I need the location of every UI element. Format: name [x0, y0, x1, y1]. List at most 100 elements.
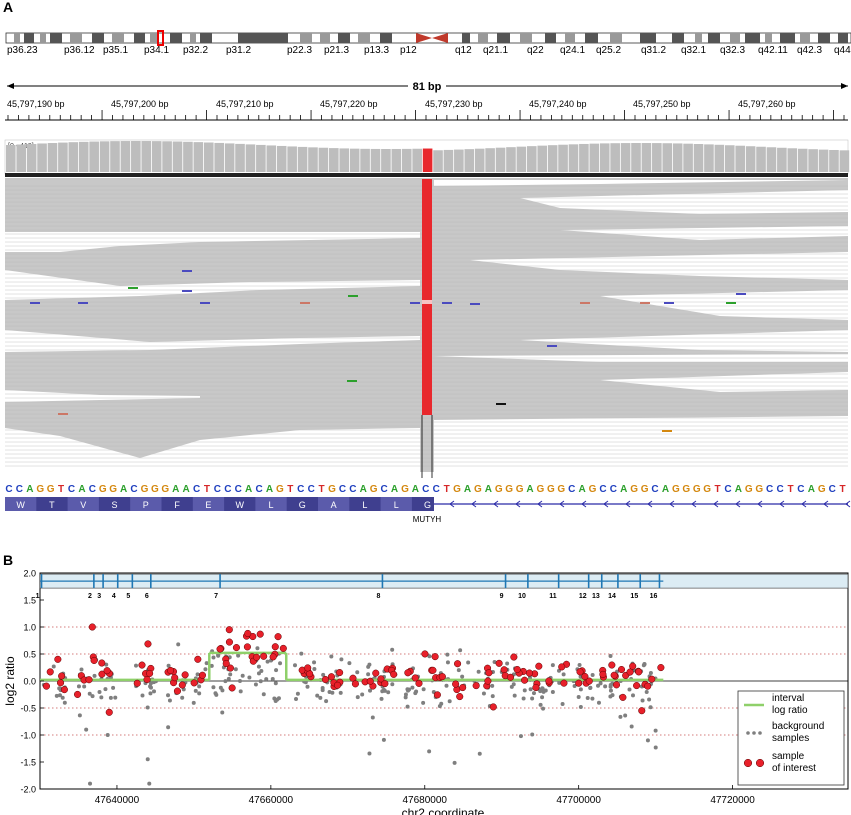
coverage-bar: [662, 143, 673, 172]
ideogram-band: [40, 33, 46, 43]
sample-of-interest-point: [274, 633, 282, 641]
y-tick-label: -0.5: [20, 704, 36, 714]
reference-base: G: [589, 484, 597, 495]
alignment-reads[interactable]: [5, 178, 848, 478]
strand-arrow: [845, 500, 851, 508]
reference-base: A: [360, 484, 367, 495]
sample-of-interest-point: [638, 707, 646, 715]
reference-base: G: [401, 484, 409, 495]
ideogram-band: [478, 33, 488, 43]
background-sample-point: [585, 695, 590, 700]
background-sample-point: [295, 691, 300, 696]
sample-of-interest-point: [381, 680, 389, 688]
coverage-bar: [506, 147, 516, 172]
coverage-bar: [297, 146, 308, 172]
ideogram-band: [818, 33, 830, 43]
background-sample-point: [481, 691, 486, 696]
background-sample-point: [76, 684, 81, 689]
ideogram-band: [14, 33, 20, 43]
coverage-bar: [568, 144, 579, 172]
legend-label: samples: [772, 733, 809, 744]
ideogram-band-label: p22.3: [287, 45, 312, 56]
coverage-bar: [131, 141, 141, 172]
background-sample-point: [273, 681, 278, 686]
chromosome-ideogram[interactable]: p36.23 p36.12 p35.1 p34.1 p32.2 p31.2 p22.3 p21…: [5, 30, 851, 56]
strand-arrow: [757, 500, 763, 508]
exon-label: 12: [579, 593, 587, 600]
sample-of-interest-point: [56, 679, 65, 687]
strand-arrow: [559, 500, 565, 508]
reference-base: T: [444, 484, 450, 495]
sample-of-interest-point: [510, 653, 518, 661]
sample-of-interest-point: [429, 666, 437, 674]
coverage-bar: [599, 143, 610, 172]
coverage-bar: [547, 145, 558, 172]
background-sample-point: [540, 686, 545, 691]
background-sample-point: [92, 673, 97, 678]
reference-base: A: [526, 484, 533, 495]
coverage-bar: [78, 141, 89, 172]
reference-base: C: [255, 484, 262, 495]
background-sample-point: [608, 688, 613, 693]
strand-arrow: [471, 500, 477, 508]
background-sample-point: [108, 695, 113, 700]
current-region-marker[interactable]: [157, 30, 164, 46]
ideogram-band: [585, 33, 598, 43]
exon-label: 15: [630, 593, 638, 600]
coverage-bar: [89, 141, 99, 172]
variant-column[interactable]: [422, 179, 432, 415]
background-sample-point: [355, 695, 360, 700]
coverage-bar: [683, 143, 693, 172]
sample-of-interest-point: [304, 664, 312, 672]
background-sample-point: [238, 689, 243, 694]
background-sample-point: [577, 663, 582, 668]
sample-of-interest-point: [415, 679, 423, 687]
panel-label-b: B: [3, 552, 14, 568]
background-sample-point: [240, 673, 245, 678]
mismatch-base: [496, 403, 506, 405]
reference-base: A: [172, 484, 179, 495]
ideogram-band: [150, 33, 158, 43]
background-sample-point: [640, 698, 645, 703]
sample-of-interest-point: [190, 679, 198, 687]
span-arrow-right: [841, 83, 848, 89]
background-sample-point: [84, 727, 89, 732]
background-sample-point: [492, 659, 497, 664]
background-sample-point: [629, 724, 634, 729]
background-sample-point: [512, 693, 517, 698]
genome-browser-panel: p36.23 p36.12 p35.1 p34.1 p32.2 p31.2 p22.3 p21…: [4, 30, 851, 524]
coverage-bar: [99, 141, 110, 172]
ideogram-band-label: p31.2: [226, 45, 251, 56]
x-tick-label: 47660000: [249, 795, 294, 806]
sample-of-interest-point: [181, 671, 189, 679]
coverage-bar: [318, 147, 329, 172]
coverage-track[interactable]: [0 - 419]: [4, 139, 850, 177]
background-sample-point: [259, 668, 264, 673]
ideogram-band: [545, 33, 556, 43]
gene-track[interactable]: W T V S P F E W L G A L L G MUTYH: [5, 497, 851, 524]
reference-base: C: [308, 484, 315, 495]
sample-of-interest-point: [279, 644, 287, 652]
ideogram-band: [70, 33, 82, 43]
legend-dot-swatch: [746, 731, 750, 735]
y-tick-label: -1.0: [20, 731, 36, 741]
background-sample-point: [466, 660, 471, 665]
coverage-bar: [391, 148, 402, 172]
background-sample-point: [403, 695, 408, 700]
cnv-scatter-plot: 1 2 3 4 5 6 7 8 9 10 11 12 13 14 15 16-2.0-1.5-1.0-0.50…: [3, 569, 849, 815]
amino-acid: V: [80, 500, 86, 510]
reference-base: C: [433, 484, 440, 495]
background-sample-point: [140, 693, 145, 698]
sample-of-interest-point: [390, 670, 398, 678]
background-sample-point: [540, 695, 545, 700]
background-sample-point: [386, 690, 391, 695]
background-sample-point: [458, 648, 463, 653]
ideogram-band: [780, 33, 795, 43]
background-sample-point: [550, 663, 555, 668]
background-sample-point: [456, 668, 461, 673]
background-sample-point: [390, 682, 395, 687]
background-sample-point: [166, 725, 171, 730]
background-sample-point: [460, 674, 465, 679]
background-sample-point: [60, 695, 65, 700]
reference-base: G: [682, 484, 690, 495]
